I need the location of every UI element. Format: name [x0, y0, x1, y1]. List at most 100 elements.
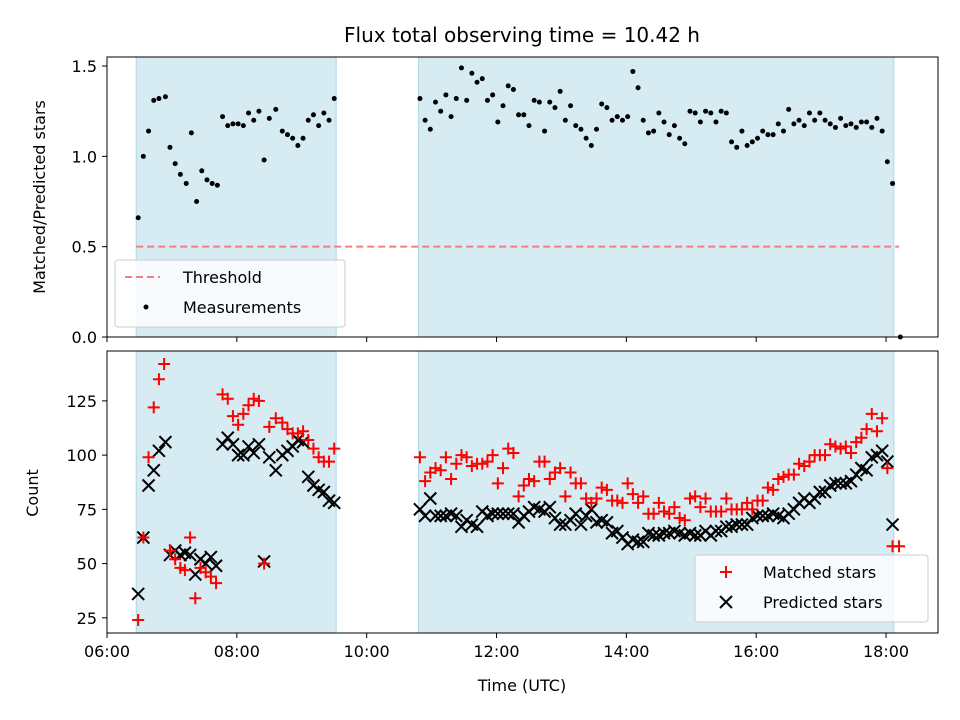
matched-star-point — [845, 446, 858, 459]
measurement-point — [279, 128, 285, 134]
measurement-point — [246, 110, 252, 116]
measurement-point — [635, 85, 641, 91]
matched-star-point — [632, 496, 645, 509]
measurement-point — [526, 123, 532, 129]
measurement-point — [433, 99, 439, 105]
predicted-star-point — [506, 506, 521, 521]
predicted-star-point — [730, 517, 744, 532]
matched-star-point — [824, 438, 837, 451]
matched-star-point — [611, 494, 624, 507]
predicted-star-point — [247, 446, 261, 460]
matched-star-point — [497, 462, 510, 475]
measurement-point — [640, 117, 646, 123]
matched-star-point — [793, 457, 806, 470]
top-y-tick-label: 1.5 — [72, 57, 97, 76]
measurement-point — [827, 121, 833, 127]
measurement-point — [140, 153, 146, 159]
matched-star-point — [543, 472, 556, 485]
matched-star-point — [132, 613, 145, 626]
predicted-star-point — [709, 524, 723, 538]
bottom-y-tick-label: 125 — [66, 392, 97, 411]
measurement-point — [305, 117, 311, 123]
bottom-x-ticks: 06:00 08:00 10:00 12:00 14:00 16:00 18:00 — [84, 633, 909, 661]
predicted-star-point — [553, 517, 567, 532]
measurement-point — [874, 115, 880, 121]
chart-title: Flux total observing time = 10.42 h — [344, 23, 700, 47]
predicted-star-point — [756, 509, 770, 523]
measurement-point — [422, 117, 428, 123]
measurement-point — [619, 117, 625, 123]
measurement-point — [474, 79, 480, 85]
matched-star-point — [865, 407, 878, 420]
top-shaded-interval-1 — [418, 56, 895, 338]
measurement-point — [832, 124, 838, 130]
predicted-star-point — [719, 520, 734, 534]
matched-star-point — [517, 479, 530, 492]
measurement-point — [295, 143, 301, 149]
predicted-star-point — [574, 517, 588, 532]
measurement-point — [464, 97, 470, 103]
legend-predicted-swatch — [719, 595, 733, 609]
legend-measurements-label: Measurements — [183, 298, 301, 317]
matched-star-point — [834, 442, 847, 455]
matched-star-point — [893, 540, 906, 553]
matched-star-point — [694, 501, 707, 514]
measurement-point — [188, 130, 194, 136]
predicted-star-point — [252, 437, 266, 451]
matched-star-point — [741, 496, 754, 509]
matched-star-point — [787, 468, 800, 481]
measurement-point — [879, 128, 885, 134]
measurement-point — [500, 103, 506, 109]
matched-star-point — [291, 427, 304, 440]
measurement-point — [510, 87, 516, 93]
matched-star-point — [855, 431, 868, 444]
matched-star-point — [881, 462, 894, 475]
matched-star-point — [481, 455, 494, 468]
top-shaded-intervals — [135, 56, 895, 338]
matched-star-point — [184, 531, 197, 544]
top-panel: 0.0 0.5 1.0 1.5 Matched/Predicted stars Thr… — [30, 56, 939, 347]
measurement-point — [536, 99, 542, 105]
predicted-star-point — [657, 526, 671, 540]
measurement-point — [796, 117, 802, 123]
measurement-point — [625, 114, 631, 120]
measurement-point — [786, 106, 792, 112]
measurement-point — [692, 110, 698, 116]
matched-star-point — [269, 412, 282, 425]
measurement-point — [199, 168, 205, 174]
matched-star-point — [767, 483, 780, 496]
matched-star-point — [445, 472, 458, 485]
measurement-point — [183, 180, 189, 186]
predicted-star-point — [158, 435, 173, 449]
measurement-point — [775, 121, 781, 127]
matched-star-point — [715, 505, 728, 518]
measurement-point — [630, 68, 636, 74]
measurement-point — [490, 92, 496, 98]
matched-star-point — [439, 451, 452, 464]
matched-star-point — [491, 477, 504, 490]
measurement-point — [235, 121, 241, 127]
matched-star-point — [689, 490, 702, 503]
bottom-axes-frame — [106, 350, 939, 634]
measurement-point — [755, 135, 761, 141]
predicted-star-point — [296, 435, 310, 449]
top-y-axis-label: Matched/Predicted stars — [30, 100, 49, 294]
measurement-point — [671, 123, 677, 129]
measurement-point — [552, 105, 558, 111]
measurement-point — [594, 126, 600, 132]
matched-star-point — [413, 451, 426, 464]
measurement-point — [177, 171, 183, 177]
bottom-y-tick-label: 50 — [77, 555, 97, 574]
measurement-point — [172, 161, 178, 167]
measurement-point — [531, 97, 537, 103]
predicted-star-point — [501, 506, 515, 521]
matched-star-point — [663, 507, 676, 520]
measurement-point — [838, 115, 844, 121]
predicted-star-point — [600, 515, 614, 530]
matched-star-point — [839, 440, 852, 453]
matched-star-point — [210, 577, 223, 590]
matched-star-point — [528, 475, 541, 488]
measurement-point — [225, 123, 231, 129]
predicted-star-point — [301, 470, 315, 484]
